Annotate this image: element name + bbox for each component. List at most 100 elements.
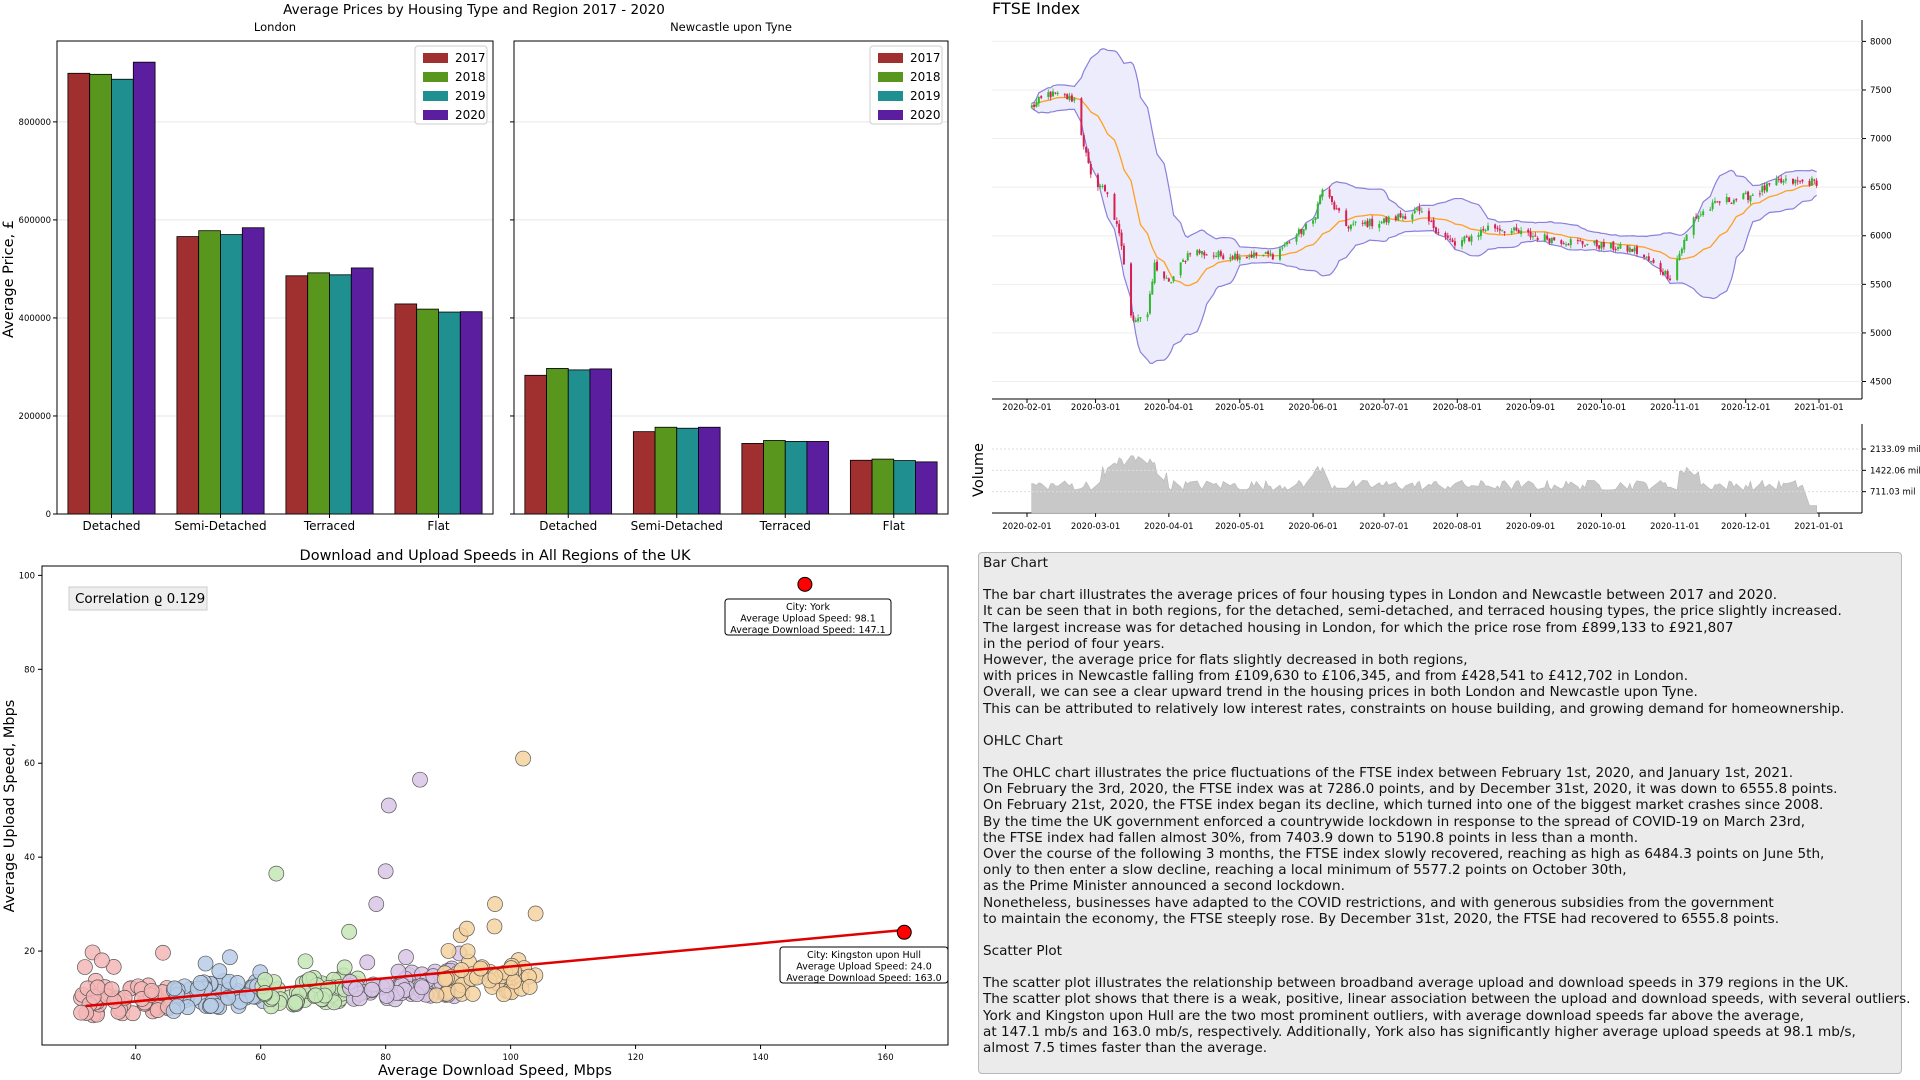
candle-body: [1576, 240, 1579, 242]
legend-swatch: [878, 91, 903, 101]
candle-body: [1749, 195, 1752, 202]
candle-body: [1735, 199, 1738, 201]
candle-body: [1316, 203, 1319, 219]
candle-body: [1146, 314, 1149, 318]
candle-body: [1633, 247, 1636, 252]
story-line: The largest increase was for detached ho…: [983, 619, 1734, 636]
candle-body: [1286, 241, 1289, 245]
scatter-x-tick-label: 80: [380, 1053, 391, 1063]
volume-x-tick-label: 2020-09-01: [1506, 522, 1555, 532]
candle-body: [1430, 220, 1433, 222]
candle-body: [1250, 254, 1253, 258]
candle-body: [1165, 277, 1168, 279]
scatter-x-tick-label: 100: [503, 1053, 519, 1063]
bar-london-terraced-2020: [350, 267, 374, 515]
candle-body: [1635, 246, 1638, 254]
candle-body: [1040, 96, 1043, 98]
scatter-point: [495, 986, 512, 1003]
ftse-y-tick-label: 5000: [1870, 329, 1892, 339]
candle-body: [1378, 224, 1381, 228]
candle-body: [1087, 151, 1090, 164]
candle-body: [1446, 235, 1449, 238]
candle-body: [1498, 228, 1501, 231]
candle-body: [1082, 134, 1085, 147]
bar-london-detached-2017: [67, 72, 91, 515]
bar-london-terraced-2019: [329, 274, 352, 515]
candle-body: [1035, 102, 1038, 107]
scatter-point: [307, 987, 324, 1004]
candle-body: [1680, 248, 1683, 254]
bar-newcastle-detached-2018: [546, 368, 569, 515]
ftse-y-tick-label: 8000: [1870, 37, 1892, 47]
candle-body: [1416, 208, 1419, 210]
scatter-y-tick-label: 40: [24, 853, 35, 863]
scatter-point: [359, 954, 376, 971]
correlation-label: Correlation ϱ 0.129: [75, 591, 205, 607]
legend-swatch: [878, 110, 903, 120]
volume-x-tick-label: 2020-07-01: [1359, 522, 1408, 532]
candle-body: [1583, 245, 1586, 247]
bar-london-semidetached-2017: [176, 236, 200, 515]
x-tick-label: Flat: [883, 519, 906, 533]
candle-body: [1791, 178, 1794, 184]
candle-body: [1758, 193, 1761, 195]
annotation-york-box: [724, 598, 892, 636]
candle-body: [1548, 238, 1551, 243]
candle-body: [1172, 276, 1175, 282]
scatter-point: [73, 1004, 89, 1021]
bar-newcastle-semidetached-2019: [676, 427, 699, 515]
ftse-y-tick-label: 6500: [1870, 183, 1892, 193]
bar-london-flat-2020: [459, 311, 483, 515]
candle-body: [1189, 253, 1192, 255]
candle-body: [1432, 219, 1435, 229]
story-line: By the time the UK government enforced a…: [983, 813, 1806, 830]
scatter-point: [341, 923, 358, 940]
bar-newcastle-detached-2020: [589, 368, 613, 515]
candle-body: [1269, 253, 1272, 256]
candle-body: [1702, 211, 1705, 216]
story-line: at 147.1 mb/s and 163.0 mb/s, respective…: [983, 1023, 1856, 1040]
panel-title-london: London: [254, 20, 296, 34]
ftse-x-tick-label: 2020-02-01: [1002, 403, 1051, 413]
story-line: almost 7.5 times faster than the average…: [983, 1040, 1268, 1057]
candle-body: [1234, 253, 1237, 260]
ftse-x-tick-label: 2020-08-01: [1433, 403, 1482, 413]
candle-body: [1196, 250, 1199, 256]
candle-body: [1496, 227, 1499, 229]
candle-body: [1120, 232, 1123, 247]
candle-body: [1494, 224, 1497, 229]
candle-body: [1281, 247, 1284, 249]
story-line: in the period of four years.: [983, 635, 1165, 652]
candle-body: [1617, 247, 1620, 250]
candle-body: [1312, 220, 1315, 224]
outlier-point-york: [797, 576, 813, 592]
candle-body: [1198, 250, 1201, 254]
candle-body: [1203, 252, 1206, 256]
candle-body: [1068, 95, 1071, 100]
candle-body: [1799, 180, 1802, 182]
scatter-frame: [41, 565, 949, 1046]
candle-body: [1151, 281, 1154, 295]
outlier-point-kingston-upon-hull: [896, 924, 912, 940]
bar-newcastle-flat-2019: [893, 460, 916, 515]
candle-body: [1099, 186, 1102, 188]
candle-body: [1531, 236, 1534, 238]
story-line: The OHLC chart illustrates the price flu…: [983, 765, 1794, 782]
candle-body: [1321, 189, 1324, 197]
candle-body: [1484, 230, 1487, 232]
annotation-hull-box: [779, 946, 949, 984]
candle-body: [1626, 245, 1629, 252]
candle-body: [1283, 245, 1286, 247]
story-line: with prices in Newcastle falling from £1…: [983, 668, 1689, 685]
candle-body: [1768, 183, 1771, 185]
bar-newcastle-semidetached-2017: [632, 431, 656, 515]
candle-body: [1212, 255, 1215, 257]
candle-body: [1385, 217, 1388, 223]
story-line: to maintain the economy, the FTSE steepl…: [983, 910, 1780, 927]
scatter-point: [486, 918, 503, 935]
candle-body: [1695, 216, 1698, 219]
candle-body: [1709, 209, 1712, 211]
candle-body: [1420, 211, 1423, 213]
legend-label-2020: 2020: [910, 108, 941, 122]
candle-body: [1217, 251, 1220, 258]
